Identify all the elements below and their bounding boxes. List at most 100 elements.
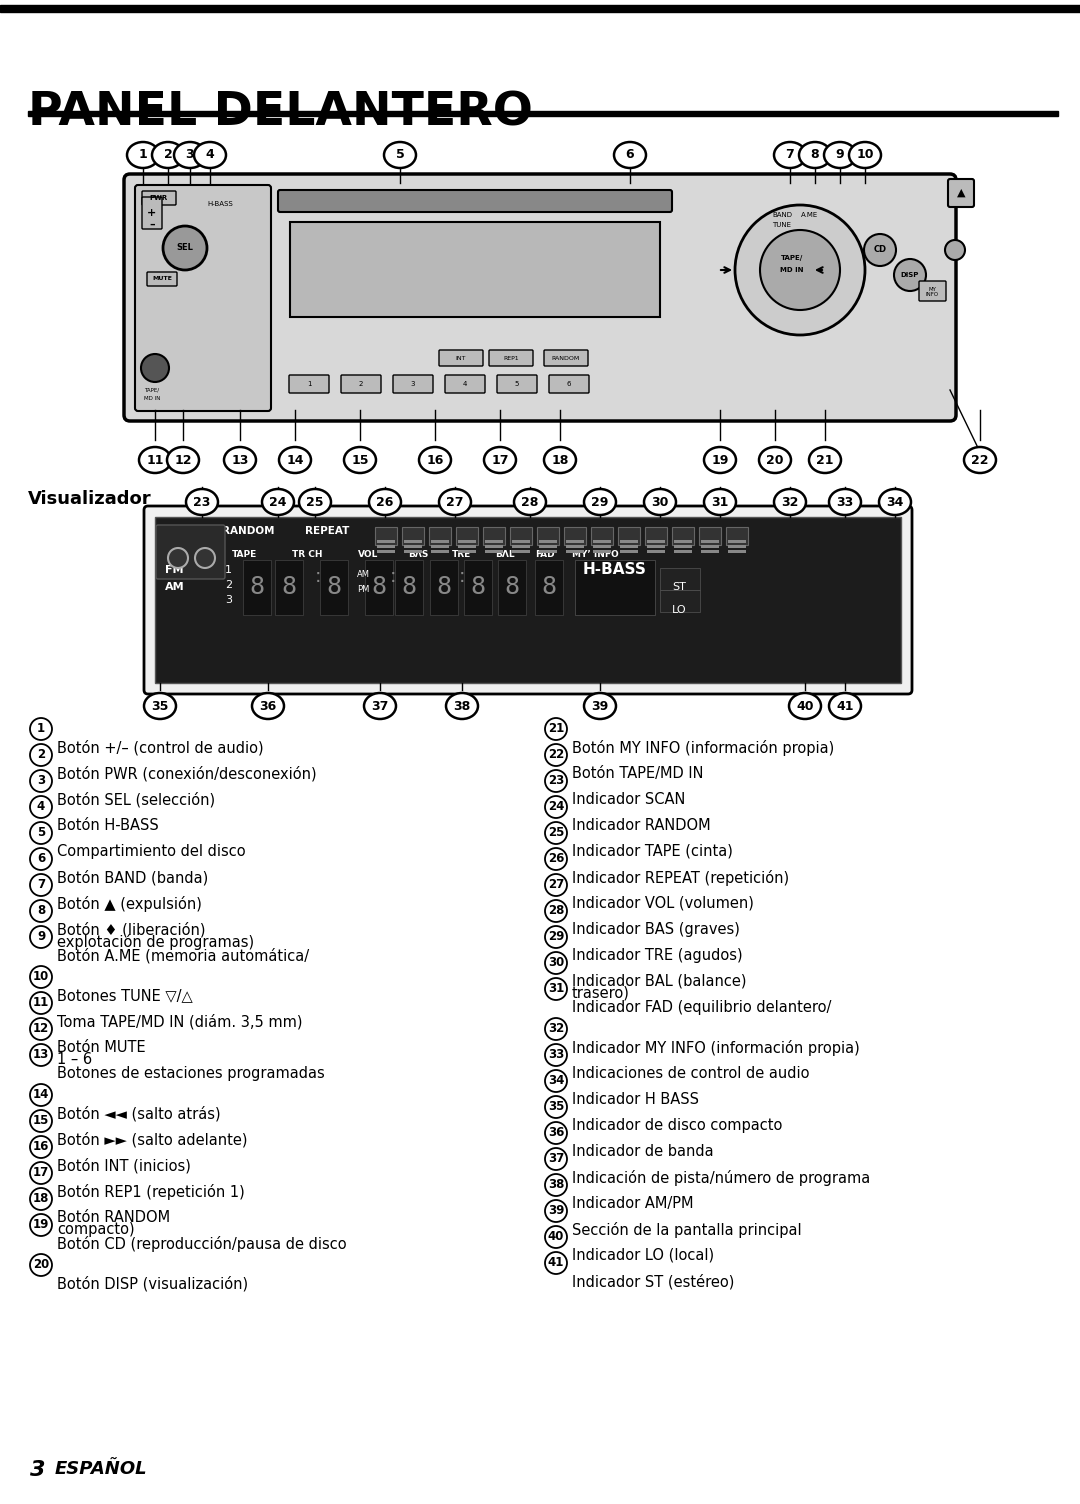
- Ellipse shape: [30, 744, 52, 766]
- Ellipse shape: [127, 141, 159, 168]
- Ellipse shape: [545, 926, 567, 948]
- Bar: [431, 540, 449, 543]
- Text: 3: 3: [186, 149, 194, 161]
- Text: 13: 13: [231, 454, 248, 466]
- Text: :: :: [390, 567, 396, 587]
- Bar: [672, 526, 694, 544]
- Text: 8: 8: [37, 904, 45, 917]
- Text: 34: 34: [548, 1074, 564, 1087]
- Text: 32: 32: [548, 1023, 564, 1035]
- Bar: [395, 559, 423, 615]
- Text: 28: 28: [522, 495, 539, 508]
- Text: 1: 1: [138, 149, 147, 161]
- Bar: [593, 540, 611, 543]
- Text: MD IN: MD IN: [780, 268, 804, 274]
- Text: 30: 30: [651, 495, 669, 508]
- Text: 33: 33: [548, 1048, 564, 1062]
- Text: Indicaciones de control de audio: Indicaciones de control de audio: [572, 1066, 810, 1081]
- Text: BAND: BAND: [772, 212, 792, 218]
- Text: 37: 37: [548, 1152, 564, 1166]
- Text: :: :: [314, 567, 321, 587]
- Bar: [485, 550, 503, 553]
- Text: 6: 6: [567, 381, 571, 387]
- FancyBboxPatch shape: [393, 374, 433, 393]
- Text: 26: 26: [548, 853, 564, 865]
- Text: Visualizador: Visualizador: [28, 490, 151, 508]
- Text: 30: 30: [548, 957, 564, 970]
- Ellipse shape: [545, 1096, 567, 1117]
- Bar: [320, 559, 348, 615]
- Text: AM: AM: [356, 570, 369, 579]
- Text: Indicador H BASS: Indicador H BASS: [572, 1092, 699, 1107]
- Text: 1: 1: [307, 381, 311, 387]
- Ellipse shape: [30, 993, 52, 1014]
- Text: 16: 16: [427, 454, 444, 466]
- Text: 39: 39: [592, 699, 609, 713]
- Bar: [535, 559, 563, 615]
- Text: Botones de estaciones programadas: Botones de estaciones programadas: [57, 1066, 325, 1081]
- Text: 9: 9: [836, 149, 845, 161]
- Bar: [156, 517, 901, 683]
- Ellipse shape: [545, 1251, 567, 1274]
- Text: Indicador TAPE (cinta): Indicador TAPE (cinta): [572, 844, 733, 859]
- Text: 11: 11: [146, 454, 164, 466]
- Text: Botón ♦ (liberación): Botón ♦ (liberación): [57, 922, 205, 937]
- Text: 23: 23: [548, 775, 564, 788]
- Text: 40: 40: [548, 1230, 564, 1244]
- Text: MY’ INFO: MY’ INFO: [572, 550, 619, 559]
- Ellipse shape: [545, 1148, 567, 1170]
- Ellipse shape: [30, 1163, 52, 1184]
- Text: MD IN: MD IN: [144, 396, 160, 400]
- Bar: [275, 559, 303, 615]
- Ellipse shape: [545, 952, 567, 975]
- Ellipse shape: [809, 447, 841, 472]
- Text: 4: 4: [463, 381, 468, 387]
- Ellipse shape: [30, 1084, 52, 1105]
- Text: 2: 2: [164, 149, 173, 161]
- Text: 7: 7: [37, 878, 45, 892]
- Ellipse shape: [384, 141, 416, 168]
- Bar: [377, 544, 395, 547]
- Ellipse shape: [544, 447, 576, 472]
- Text: 28: 28: [548, 904, 564, 917]
- Text: 25: 25: [307, 495, 324, 508]
- Text: 22: 22: [971, 454, 989, 466]
- Text: 27: 27: [548, 878, 564, 892]
- Ellipse shape: [545, 848, 567, 869]
- Text: 22: 22: [548, 749, 564, 761]
- Ellipse shape: [30, 1254, 52, 1275]
- Ellipse shape: [774, 489, 806, 514]
- Text: Botón MY INFO (información propia): Botón MY INFO (información propia): [572, 740, 834, 757]
- Text: 29: 29: [548, 931, 564, 943]
- Bar: [464, 559, 492, 615]
- Ellipse shape: [345, 447, 376, 472]
- Bar: [701, 540, 719, 543]
- Bar: [365, 559, 393, 615]
- FancyBboxPatch shape: [445, 374, 485, 393]
- Text: DISP: DISP: [901, 272, 919, 278]
- Text: Indicador BAL (balance): Indicador BAL (balance): [572, 975, 746, 990]
- Text: Indicador VOL (volumen): Indicador VOL (volumen): [572, 896, 754, 911]
- Text: 10: 10: [32, 970, 49, 984]
- Ellipse shape: [824, 141, 856, 168]
- Ellipse shape: [152, 141, 184, 168]
- Ellipse shape: [704, 447, 735, 472]
- FancyBboxPatch shape: [135, 185, 271, 411]
- Ellipse shape: [759, 447, 791, 472]
- Text: 17: 17: [491, 454, 509, 466]
- Text: –: –: [149, 220, 154, 230]
- Text: 6: 6: [625, 149, 634, 161]
- Bar: [498, 559, 526, 615]
- Ellipse shape: [30, 848, 52, 869]
- FancyBboxPatch shape: [549, 374, 589, 393]
- Text: 9: 9: [37, 931, 45, 943]
- Ellipse shape: [30, 770, 52, 793]
- Text: 31: 31: [548, 982, 564, 996]
- Text: 41: 41: [836, 699, 854, 713]
- Bar: [647, 544, 665, 547]
- Ellipse shape: [30, 899, 52, 922]
- Bar: [566, 550, 584, 553]
- Bar: [404, 544, 422, 547]
- Text: 8: 8: [249, 575, 265, 599]
- Text: 24: 24: [269, 495, 287, 508]
